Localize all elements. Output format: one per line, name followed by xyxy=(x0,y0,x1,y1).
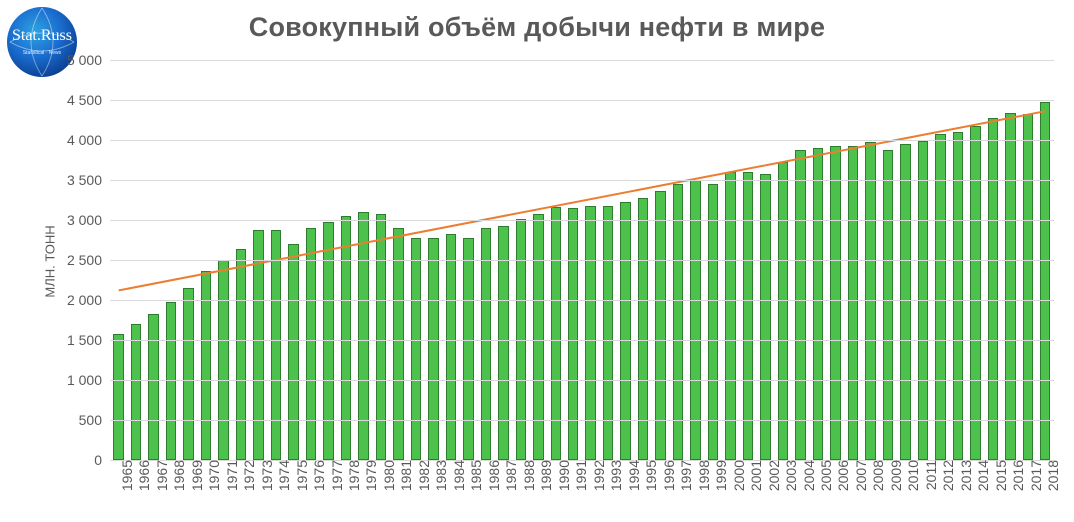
bar xyxy=(620,202,630,460)
bar xyxy=(463,238,473,460)
bar xyxy=(236,249,246,460)
y-tick-label: 500 xyxy=(79,412,110,428)
bar xyxy=(411,238,421,460)
bar xyxy=(306,228,316,460)
bar xyxy=(953,132,963,460)
y-tick-label: 4 000 xyxy=(67,132,110,148)
bar xyxy=(603,206,613,460)
gridline xyxy=(110,100,1054,101)
gridline xyxy=(110,260,1054,261)
bar xyxy=(131,324,141,460)
gridline xyxy=(110,60,1054,61)
bar xyxy=(935,134,945,460)
gridline xyxy=(110,380,1054,381)
bar xyxy=(533,214,543,460)
bar xyxy=(1023,114,1033,460)
bar xyxy=(358,212,368,460)
bar xyxy=(253,230,263,460)
bar xyxy=(1040,102,1050,460)
y-tick-label: 1 500 xyxy=(67,332,110,348)
gridline xyxy=(110,140,1054,141)
y-tick-label: 3 500 xyxy=(67,172,110,188)
bar xyxy=(848,146,858,460)
y-tick-label: 2 500 xyxy=(67,252,110,268)
bar xyxy=(725,172,735,460)
y-tick-label: 2 000 xyxy=(67,292,110,308)
bar xyxy=(393,228,403,460)
bar xyxy=(1005,113,1015,460)
bar xyxy=(988,118,998,460)
bar xyxy=(795,150,805,460)
gridline xyxy=(110,300,1054,301)
bar xyxy=(900,144,910,460)
gridline xyxy=(110,220,1054,221)
y-tick-label: 5 000 xyxy=(67,52,110,68)
bar xyxy=(498,226,508,460)
bar xyxy=(708,184,718,460)
bar xyxy=(341,216,351,460)
chart-container: Stat.Russ Statistical · News Совокупный … xyxy=(0,0,1074,522)
bar xyxy=(760,174,770,460)
bar xyxy=(481,228,491,460)
bar xyxy=(690,180,700,460)
gridline xyxy=(110,420,1054,421)
y-axis-label-text: МЛН. ТОНН xyxy=(43,225,58,297)
bar xyxy=(743,172,753,460)
bar xyxy=(883,150,893,460)
y-tick-label: 0 xyxy=(94,452,110,468)
bar xyxy=(446,234,456,460)
y-tick-label: 4 500 xyxy=(67,92,110,108)
gridline xyxy=(110,180,1054,181)
x-tick-label: 2018 xyxy=(1039,460,1061,491)
chart-title: Совокупный объём добычи нефти в мире xyxy=(0,12,1074,43)
gridline xyxy=(110,340,1054,341)
bar xyxy=(113,334,123,460)
bar xyxy=(830,146,840,460)
bar xyxy=(376,214,386,460)
bar xyxy=(568,208,578,460)
plot-area: 05001 0001 5002 0002 5003 0003 5004 0004… xyxy=(110,60,1054,460)
y-tick-label: 3 000 xyxy=(67,212,110,228)
bar xyxy=(970,126,980,460)
bar xyxy=(778,162,788,460)
bar xyxy=(428,238,438,460)
bar xyxy=(288,244,298,460)
bar xyxy=(183,288,193,460)
bar xyxy=(148,314,158,460)
y-tick-label: 1 000 xyxy=(67,372,110,388)
bar xyxy=(551,207,561,460)
bar xyxy=(585,206,595,460)
bar xyxy=(813,148,823,460)
bar xyxy=(271,230,281,460)
bar xyxy=(218,260,228,460)
bar xyxy=(673,184,683,460)
